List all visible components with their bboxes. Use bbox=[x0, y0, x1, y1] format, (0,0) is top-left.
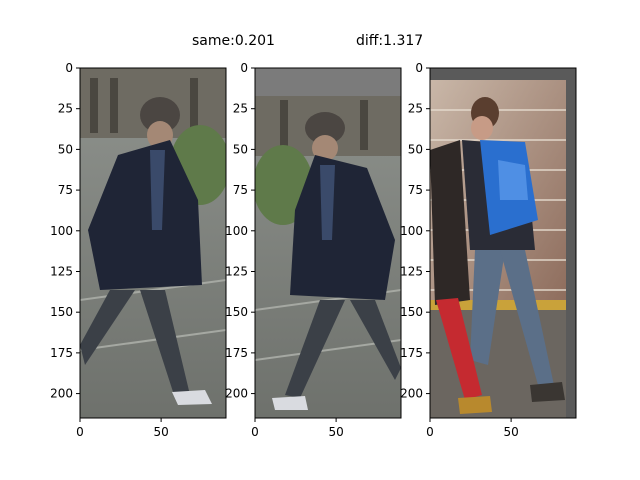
axes-frame-query bbox=[79, 67, 227, 419]
ytick-label-query-5: 125 bbox=[50, 264, 73, 278]
ytick-label-query-3: 75 bbox=[58, 183, 73, 197]
ytick-label-same-1: 25 bbox=[233, 102, 248, 116]
ytick-label-query-1: 25 bbox=[58, 102, 73, 116]
panel-query-image bbox=[80, 68, 226, 418]
ytick-label-query-6: 150 bbox=[50, 305, 73, 319]
ytick-label-same-2: 50 bbox=[233, 142, 248, 156]
ytick-label-diff-6: 150 bbox=[400, 305, 423, 319]
ytick-label-diff-1: 25 bbox=[408, 102, 423, 116]
panel-same-image bbox=[255, 68, 401, 418]
xtick-label-query-0: 0 bbox=[76, 425, 84, 439]
ytick-label-query-2: 50 bbox=[58, 142, 73, 156]
xtick-label-diff-0: 0 bbox=[426, 425, 434, 439]
ytick-label-query-0: 0 bbox=[65, 61, 73, 75]
ytick-label-same-7: 175 bbox=[225, 346, 248, 360]
ytick-label-query-8: 200 bbox=[50, 387, 73, 401]
xtick-label-same-1: 50 bbox=[328, 425, 343, 439]
ytick-label-diff-4: 100 bbox=[400, 224, 423, 238]
ytick-label-diff-8: 200 bbox=[400, 387, 423, 401]
axes-frame-diff bbox=[429, 67, 577, 419]
ytick-label-diff-5: 125 bbox=[400, 264, 423, 278]
axes-frame-same bbox=[254, 67, 402, 419]
panel-diff-image bbox=[430, 68, 576, 418]
ytick-label-diff-3: 75 bbox=[408, 183, 423, 197]
title-diff-score: diff:1.317 bbox=[356, 33, 424, 49]
axes-layer: 0 50 0 25 50 75 100 125 150 175 200 0 50 0 25 50 75 100 12… bbox=[50, 61, 577, 439]
ytick-label-same-6: 150 bbox=[225, 305, 248, 319]
ytick-label-same-3: 75 bbox=[233, 183, 248, 197]
ytick-label-same-8: 200 bbox=[225, 387, 248, 401]
ytick-label-diff-2: 50 bbox=[408, 142, 423, 156]
ytick-label-diff-7: 175 bbox=[400, 346, 423, 360]
ytick-label-diff-0: 0 bbox=[415, 61, 423, 75]
xtick-label-diff-1: 50 bbox=[503, 425, 518, 439]
ytick-label-same-0: 0 bbox=[240, 61, 248, 75]
xtick-label-query-1: 50 bbox=[153, 425, 168, 439]
ytick-label-same-4: 100 bbox=[225, 224, 248, 238]
title-same-score: same:0.201 bbox=[192, 33, 275, 49]
ytick-label-query-4: 100 bbox=[50, 224, 73, 238]
ytick-label-query-7: 175 bbox=[50, 346, 73, 360]
ytick-label-same-5: 125 bbox=[225, 264, 248, 278]
xtick-label-same-0: 0 bbox=[251, 425, 259, 439]
